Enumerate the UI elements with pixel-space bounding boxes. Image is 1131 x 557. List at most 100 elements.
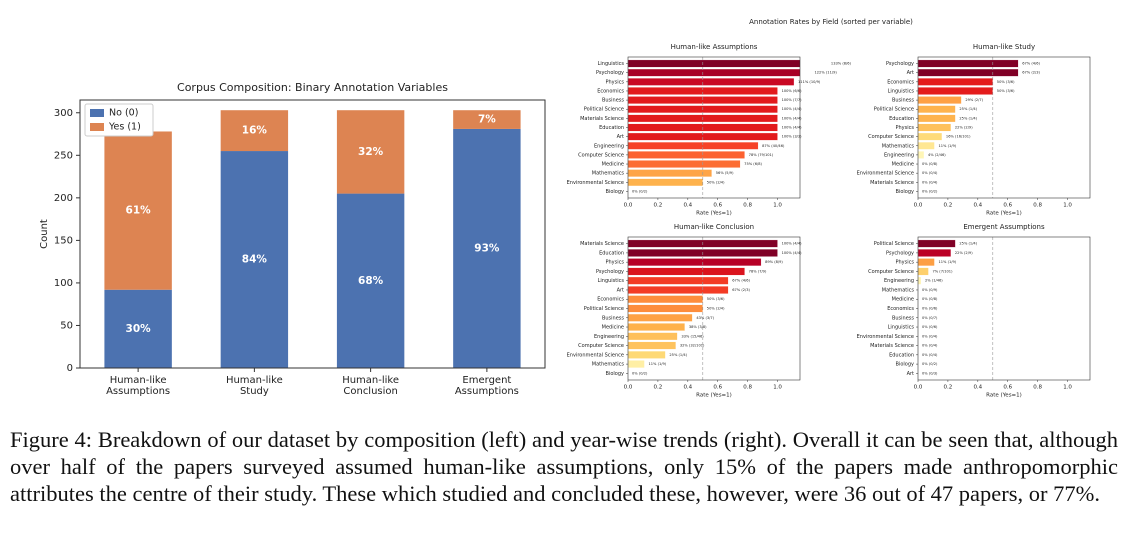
segment-label: 32%: [358, 146, 384, 158]
value-label: 0% (0/2): [632, 189, 648, 193]
y-tick-label: Materials Science: [870, 180, 914, 186]
y-tick-label: Environmental Science: [857, 171, 914, 177]
bar: [628, 286, 729, 294]
bar: [918, 151, 925, 159]
segment-label: 68%: [358, 275, 384, 287]
figure: Annotation Rates by Field (sorted per va…: [39, 18, 1091, 399]
bar: [628, 59, 800, 68]
bar: [628, 350, 666, 359]
x-tick-label: Emergent Assumptions: [455, 375, 519, 397]
y-tick-label: 200: [54, 193, 73, 204]
value-label: 100% (4/4): [782, 126, 803, 130]
bar: [918, 249, 952, 257]
x-tick-label: 0.8: [1033, 203, 1042, 209]
y-tick-label: Psychology: [886, 61, 914, 67]
chart-title: Emergent Assumptions: [963, 223, 1045, 231]
value-label: 100% (4/4): [782, 107, 803, 111]
plot-frame: [627, 56, 801, 199]
value-label: 75% (6/8): [744, 162, 762, 166]
bar: [918, 105, 956, 114]
y-tick-label: Business: [602, 315, 624, 321]
value-label: 0% (0/6): [922, 325, 938, 329]
bar: [628, 68, 800, 77]
y-tick-label: Mathematics: [592, 362, 625, 368]
bar: [628, 141, 759, 150]
value-label: 100% (4/4): [782, 242, 803, 246]
value-label: 100% (6/6): [782, 89, 803, 93]
segment-label: 61%: [126, 205, 152, 217]
y-tick-label: Education: [889, 116, 914, 122]
x-tick-label: 0.6: [713, 385, 722, 391]
value-label: 0% (0/4): [922, 171, 938, 175]
bar-segment: [336, 193, 405, 368]
value-label: 22% (2/9): [955, 126, 973, 130]
plot-frame: [627, 236, 801, 381]
value-label: 100% (4/4): [782, 251, 803, 255]
value-label: 29% (2/7): [965, 98, 983, 102]
value-label: 0% (0/2): [922, 362, 938, 366]
bar: [628, 258, 762, 267]
x-tick-label: Human-like Study: [226, 375, 283, 397]
value-label: 25% (1/4): [959, 116, 977, 120]
y-tick-label: Engineering: [884, 278, 914, 284]
bar: [628, 178, 703, 187]
bar: [628, 360, 645, 368]
y-tick-label: Political Science: [584, 306, 624, 312]
y-tick-label: Psychology: [596, 269, 624, 275]
bar-segment: [336, 110, 405, 194]
value-label: 0% (0/7): [922, 316, 938, 320]
x-tick-label: 0.8: [743, 203, 752, 209]
y-tick-label: Economics: [597, 297, 624, 303]
plot-frame: [79, 99, 546, 369]
x-tick-label: 1.0: [1063, 203, 1072, 209]
bar: [628, 341, 677, 350]
value-label: 0% (0/6): [922, 307, 938, 311]
y-tick-label: Linguistics: [888, 88, 915, 94]
x-tick-label: 0.0: [914, 385, 923, 391]
bar-segment: [220, 151, 289, 368]
bar: [918, 114, 956, 123]
value-label: 25% (1/4): [959, 107, 977, 111]
x-tick-label: 0.0: [914, 203, 923, 209]
value-label: 78% (7/9): [749, 269, 767, 273]
bar: [918, 141, 935, 150]
plot-frame: [917, 56, 1091, 199]
y-tick-label: Art: [617, 287, 624, 293]
x-tick-label: 0.6: [713, 203, 722, 209]
y-tick-label: Mathematics: [882, 143, 915, 149]
value-label: 67% (2/3): [732, 288, 750, 292]
bar: [628, 332, 678, 341]
y-tick-label: 100: [54, 278, 73, 289]
y-tick-label: Engineering: [884, 152, 914, 158]
y-tick-label: Physics: [606, 79, 625, 85]
bar: [918, 276, 922, 285]
value-label: 38% (3/8): [689, 325, 707, 329]
bar: [918, 59, 1019, 68]
value-label: 87% (40/46): [762, 144, 785, 148]
x-tick-label: 0.4: [973, 385, 982, 391]
y-tick-label: Business: [602, 98, 624, 104]
value-label: 33% (15/46): [681, 334, 704, 338]
y-tick-label: Linguistics: [598, 61, 625, 67]
bar: [918, 96, 962, 104]
bar-segment: [453, 128, 521, 368]
y-tick-label: Art: [617, 134, 624, 140]
value-label: 0% (0/2): [632, 371, 648, 375]
y-tick-label: Psychology: [596, 70, 624, 76]
y-tick-label: Medicine: [602, 325, 624, 331]
value-label: 43% (3/7): [696, 316, 714, 320]
value-label: 67% (4/6): [1022, 62, 1040, 66]
value-label: 7% (7/101): [932, 269, 953, 273]
value-label: 11% (1/9): [648, 362, 666, 366]
y-tick-label: 0: [67, 363, 73, 374]
y-tick-label: Engineering: [594, 334, 624, 340]
value-label: 0% (0/4): [922, 334, 938, 338]
bar: [628, 267, 745, 276]
x-tick-label: 1.0: [773, 203, 782, 209]
segment-label: 93%: [474, 242, 500, 254]
legend-label: Yes (1): [108, 122, 141, 133]
x-tick-label: 0.0: [624, 203, 633, 209]
value-label: 100% (3/3): [782, 135, 803, 139]
y-tick-label: Political Science: [874, 241, 914, 247]
x-axis-label: Rate (Yes=1): [696, 211, 732, 217]
